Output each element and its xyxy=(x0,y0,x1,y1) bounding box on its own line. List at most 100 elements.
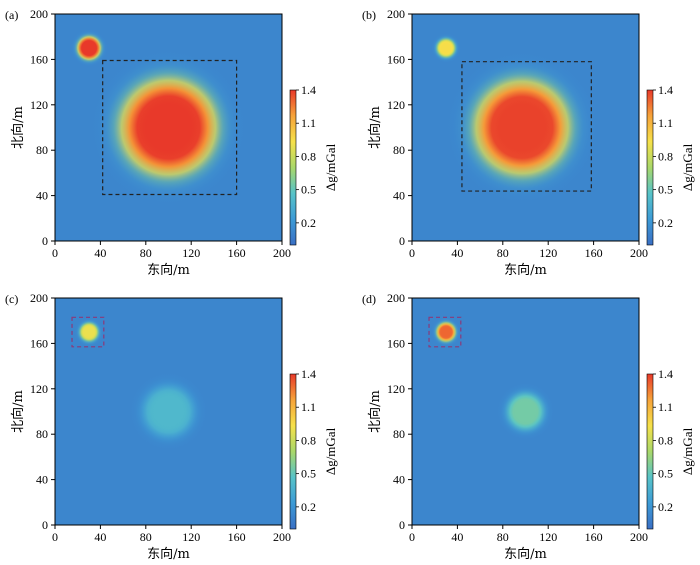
y-tick-label: 200 xyxy=(30,291,48,305)
panel-d: 0 40 80 120 160 200 0 40 80 120 160 200 东向/m 北向/m (d) 0… xyxy=(362,291,695,562)
x-tick-label: 40 xyxy=(451,530,463,544)
colorbar-tick-label: 1.4 xyxy=(658,83,673,97)
x-axis-label: 东向/m xyxy=(147,262,190,278)
dashed-outline-box xyxy=(71,316,105,348)
x-tick-label: 80 xyxy=(497,530,509,544)
x-tick-label: 0 xyxy=(52,530,58,544)
colorbar-tick-label: 1.4 xyxy=(301,83,316,97)
y-tick-label: 0 xyxy=(399,234,405,248)
colorbar-tick-label: 0.2 xyxy=(658,216,673,230)
x-tick-label: 200 xyxy=(630,530,648,544)
y-tick-label: 40 xyxy=(36,473,48,487)
plot-frame xyxy=(411,13,640,242)
colorbar-tick-label: 0.8 xyxy=(658,433,673,447)
panel-label: (c) xyxy=(5,292,18,306)
x-tick-label: 200 xyxy=(630,246,648,260)
y-tick-label: 120 xyxy=(387,382,405,396)
anomaly-source xyxy=(424,310,468,354)
y-tick-label: 40 xyxy=(36,189,48,203)
y-tick-label: 80 xyxy=(393,427,405,441)
heatmap-field xyxy=(414,20,630,235)
x-tick-label: 160 xyxy=(228,246,246,260)
anomaly-source xyxy=(424,26,468,70)
x-tick-label: 200 xyxy=(273,246,291,260)
x-tick-label: 0 xyxy=(409,530,415,544)
panel-label: (d) xyxy=(362,292,376,306)
panel-a: 0 40 80 120 160 200 0 40 80 120 160 200 东向/m 北向/m (a) 0… xyxy=(5,7,338,278)
colorbar-tick-label: 0.5 xyxy=(301,183,316,197)
x-axis-label: 东向/m xyxy=(504,546,547,562)
colorbar xyxy=(646,373,654,530)
dashed-outline-box xyxy=(428,316,462,348)
panel-c: 0 40 80 120 160 200 0 40 80 120 160 200 东向/m 北向/m (c) 0… xyxy=(5,291,338,562)
y-axis-label: 北向/m xyxy=(367,390,383,433)
y-axis-label: 北向/m xyxy=(367,106,383,149)
y-axis-label: 北向/m xyxy=(10,390,26,433)
x-tick-label: 80 xyxy=(497,246,509,260)
y-tick-label: 80 xyxy=(36,427,48,441)
y-tick-label: 40 xyxy=(393,189,405,203)
colorbar-tick-label: 1.1 xyxy=(658,116,673,130)
heatmap-field xyxy=(424,310,569,455)
y-tick-label: 200 xyxy=(30,7,48,21)
dashed-outline-box xyxy=(461,61,592,192)
y-tick-label: 80 xyxy=(393,143,405,157)
colorbar-tick-label: 1.1 xyxy=(658,400,673,414)
colorbar-label: Δg/mGal xyxy=(680,427,695,475)
colorbar-tick-label: 0.8 xyxy=(301,433,316,447)
anomaly-source xyxy=(482,368,569,455)
y-tick-label: 120 xyxy=(387,98,405,112)
y-tick-label: 0 xyxy=(399,518,405,532)
y-tick-label: 80 xyxy=(36,143,48,157)
anomaly-source xyxy=(108,351,229,472)
anomaly-source xyxy=(58,17,279,238)
anomaly-source xyxy=(62,21,116,75)
y-tick-label: 160 xyxy=(387,336,405,350)
dashed-outline-box xyxy=(102,59,238,196)
colorbar-tick-label: 1.1 xyxy=(301,116,316,130)
y-tick-label: 200 xyxy=(387,291,405,305)
x-tick-label: 160 xyxy=(585,530,603,544)
x-tick-label: 120 xyxy=(182,530,200,544)
colorbar-label: Δg/mGal xyxy=(323,427,338,475)
colorbar-tick-label: 0.5 xyxy=(658,467,673,481)
colorbar-tick-label: 0.2 xyxy=(658,500,673,514)
y-tick-label: 120 xyxy=(30,382,48,396)
colorbar xyxy=(289,89,297,246)
x-tick-label: 200 xyxy=(273,530,291,544)
colorbar-tick-label: 0.5 xyxy=(301,467,316,481)
x-tick-label: 80 xyxy=(140,530,152,544)
panel-b: 0 40 80 120 160 200 0 40 80 120 160 200 东向/m 北向/m (b) 0… xyxy=(362,7,695,278)
x-tick-label: 160 xyxy=(585,246,603,260)
colorbar xyxy=(646,89,654,246)
x-axis-label: 东向/m xyxy=(504,262,547,278)
colorbar-tick-label: 1.1 xyxy=(301,400,316,414)
y-tick-label: 160 xyxy=(387,52,405,66)
x-tick-label: 0 xyxy=(409,246,415,260)
colorbar-tick-label: 0.8 xyxy=(658,149,673,163)
colorbar-tick-label: 0.2 xyxy=(301,216,316,230)
x-tick-label: 120 xyxy=(539,530,557,544)
x-tick-label: 40 xyxy=(451,246,463,260)
heatmap-field xyxy=(67,310,229,472)
plot-frame xyxy=(411,297,640,526)
y-tick-label: 200 xyxy=(387,7,405,21)
y-tick-label: 160 xyxy=(30,52,48,66)
colorbar-tick-label: 0.8 xyxy=(301,149,316,163)
colorbar-label: Δg/mGal xyxy=(680,143,695,191)
x-axis-label: 东向/m xyxy=(147,546,190,562)
colorbar xyxy=(289,373,297,530)
x-tick-label: 40 xyxy=(94,530,106,544)
plot-frame xyxy=(54,13,283,242)
y-tick-label: 160 xyxy=(30,336,48,350)
colorbar-tick-label: 1.4 xyxy=(301,367,316,381)
panel-label: (b) xyxy=(362,8,376,22)
y-tick-label: 0 xyxy=(42,234,48,248)
x-tick-label: 0 xyxy=(52,246,58,260)
x-tick-label: 80 xyxy=(140,246,152,260)
plot-frame xyxy=(54,297,283,526)
y-tick-label: 120 xyxy=(30,98,48,112)
y-tick-label: 0 xyxy=(42,518,48,532)
y-tick-label: 40 xyxy=(393,473,405,487)
